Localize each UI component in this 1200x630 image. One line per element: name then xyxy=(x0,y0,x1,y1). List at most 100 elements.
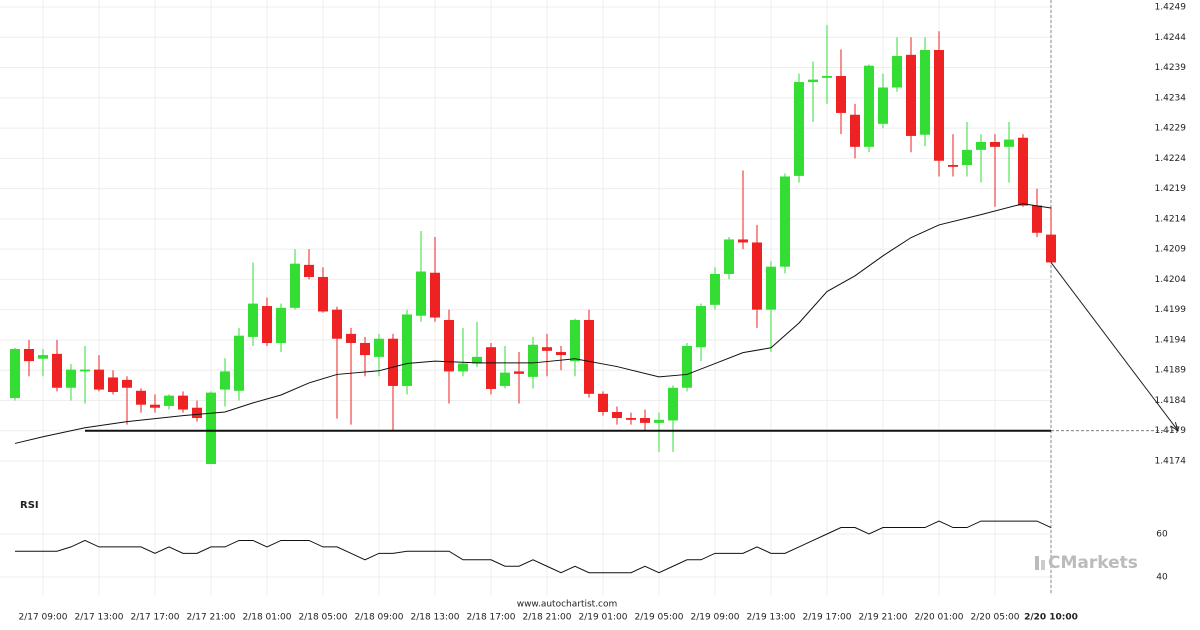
candle-body xyxy=(584,319,594,394)
candle-body xyxy=(164,395,174,406)
candle-body xyxy=(290,263,300,308)
candle-body xyxy=(346,333,356,343)
y-tick-label: 1.4224 xyxy=(1155,154,1187,164)
brand-name: CMarkets xyxy=(1048,553,1138,573)
y-tick-label: 1.4189 xyxy=(1155,366,1187,376)
candle-body xyxy=(668,387,678,421)
candle-body xyxy=(248,303,258,337)
y-tick-label: 1.4244 xyxy=(1155,33,1187,43)
candle-body xyxy=(948,164,958,167)
candle-body xyxy=(500,372,510,386)
x-tick-label: 2/18 09:00 xyxy=(354,613,403,623)
x-tick-label: 2/17 13:00 xyxy=(74,613,123,623)
candle-body xyxy=(920,49,930,135)
candle-body xyxy=(1046,234,1056,263)
candle-body xyxy=(836,76,846,113)
y-tick-label: 1.4239 xyxy=(1155,63,1187,73)
candle-body xyxy=(654,419,664,423)
candle-body xyxy=(878,87,888,124)
x-tick-label: 2/20 05:00 xyxy=(970,613,1019,623)
y-tick-label: 1.4199 xyxy=(1155,305,1187,315)
candle-body xyxy=(318,276,328,312)
candle-body xyxy=(66,369,76,388)
candle-body xyxy=(626,418,636,420)
candle-body xyxy=(360,342,370,356)
rsi-tick-label: 60 xyxy=(1156,530,1168,540)
candle-body xyxy=(10,349,20,399)
x-tick-label: 2/20 01:00 xyxy=(914,613,963,623)
candle-body xyxy=(304,264,314,277)
y-tick-label: 1.4204 xyxy=(1155,275,1187,285)
candle-body xyxy=(1018,137,1028,206)
y-tick-label: 1.4214 xyxy=(1155,214,1187,224)
candle-body xyxy=(486,347,496,389)
x-tick-label: 2/18 17:00 xyxy=(466,613,515,623)
candle-body xyxy=(892,56,902,88)
candle-body xyxy=(52,353,62,388)
logo-bar xyxy=(1041,560,1045,570)
candle-body xyxy=(24,349,34,362)
candle-body xyxy=(696,306,706,348)
candle-body xyxy=(514,371,524,374)
candle-body xyxy=(822,76,832,78)
x-tick-label: 2/18 01:00 xyxy=(242,613,291,623)
y-tick-label: 1.4194 xyxy=(1155,335,1187,345)
candle-body xyxy=(136,390,146,405)
candle-body xyxy=(598,393,608,412)
x-tick-label: 2/18 13:00 xyxy=(410,613,459,623)
candle-body xyxy=(38,355,48,359)
candle-body xyxy=(458,363,468,372)
candle-body xyxy=(990,141,1000,147)
candle-body xyxy=(752,242,762,310)
candle-body xyxy=(976,141,986,150)
y-tick-label: 1.4249 xyxy=(1155,3,1187,13)
projection-arrow xyxy=(1050,262,1179,432)
candle-body xyxy=(934,49,944,161)
candle-body xyxy=(94,369,104,390)
candle-body xyxy=(178,395,188,410)
x-tick-label: 2/19 01:00 xyxy=(578,613,627,623)
x-tick-label: 2/18 05:00 xyxy=(298,613,347,623)
x-tick-label: 2/19 17:00 xyxy=(802,613,851,623)
candle-body xyxy=(332,309,342,339)
rsi-line xyxy=(15,520,1052,574)
candle-body xyxy=(850,114,860,147)
x-tick-label: 2/17 09:00 xyxy=(18,613,67,623)
candle-body xyxy=(794,82,804,176)
x-tick-label: 2/19 21:00 xyxy=(858,613,907,623)
candle-body xyxy=(542,347,552,351)
y-tick-label: 1.4229 xyxy=(1155,124,1187,134)
source-label: www.autochartist.com xyxy=(517,600,618,610)
moving-average xyxy=(14,203,1052,444)
candle-body xyxy=(1032,205,1042,233)
candle-body xyxy=(738,239,748,243)
candle-body xyxy=(388,338,398,386)
candle-body xyxy=(416,271,426,316)
y-tick-label: 1.4219 xyxy=(1155,184,1187,194)
candle-body xyxy=(906,54,916,136)
x-tick-label: 2/19 09:00 xyxy=(690,613,739,623)
y-tick-label: 1.4234 xyxy=(1155,93,1187,103)
x-tick-label: 2/19 05:00 xyxy=(634,613,683,623)
arrow-head xyxy=(1170,421,1179,432)
candle-body xyxy=(780,176,790,267)
x-tick-label: 2/20 10:00 xyxy=(1024,613,1078,623)
candle-body xyxy=(766,266,776,310)
x-tick-label: 2/17 21:00 xyxy=(186,613,235,623)
candle-body xyxy=(234,335,244,391)
candle-body xyxy=(724,239,734,274)
candle-body xyxy=(864,65,874,147)
candle-body xyxy=(570,319,580,362)
candle-body xyxy=(808,79,818,83)
candle-body xyxy=(122,379,132,388)
plot: 1.4249 1.4244 1.4239 1.4234 1.4229 1.4224 1.42… xyxy=(0,0,1186,623)
y-tick-label: 1.4179 xyxy=(1155,426,1187,436)
rsi-tick-label: 40 xyxy=(1156,573,1168,583)
candle-body xyxy=(556,352,566,356)
y-tick-label: 1.4184 xyxy=(1155,396,1187,406)
x-tick-label: 2/19 13:00 xyxy=(746,613,795,623)
candle-body xyxy=(682,345,692,388)
candle-body xyxy=(612,411,622,419)
candle-body xyxy=(374,338,384,357)
